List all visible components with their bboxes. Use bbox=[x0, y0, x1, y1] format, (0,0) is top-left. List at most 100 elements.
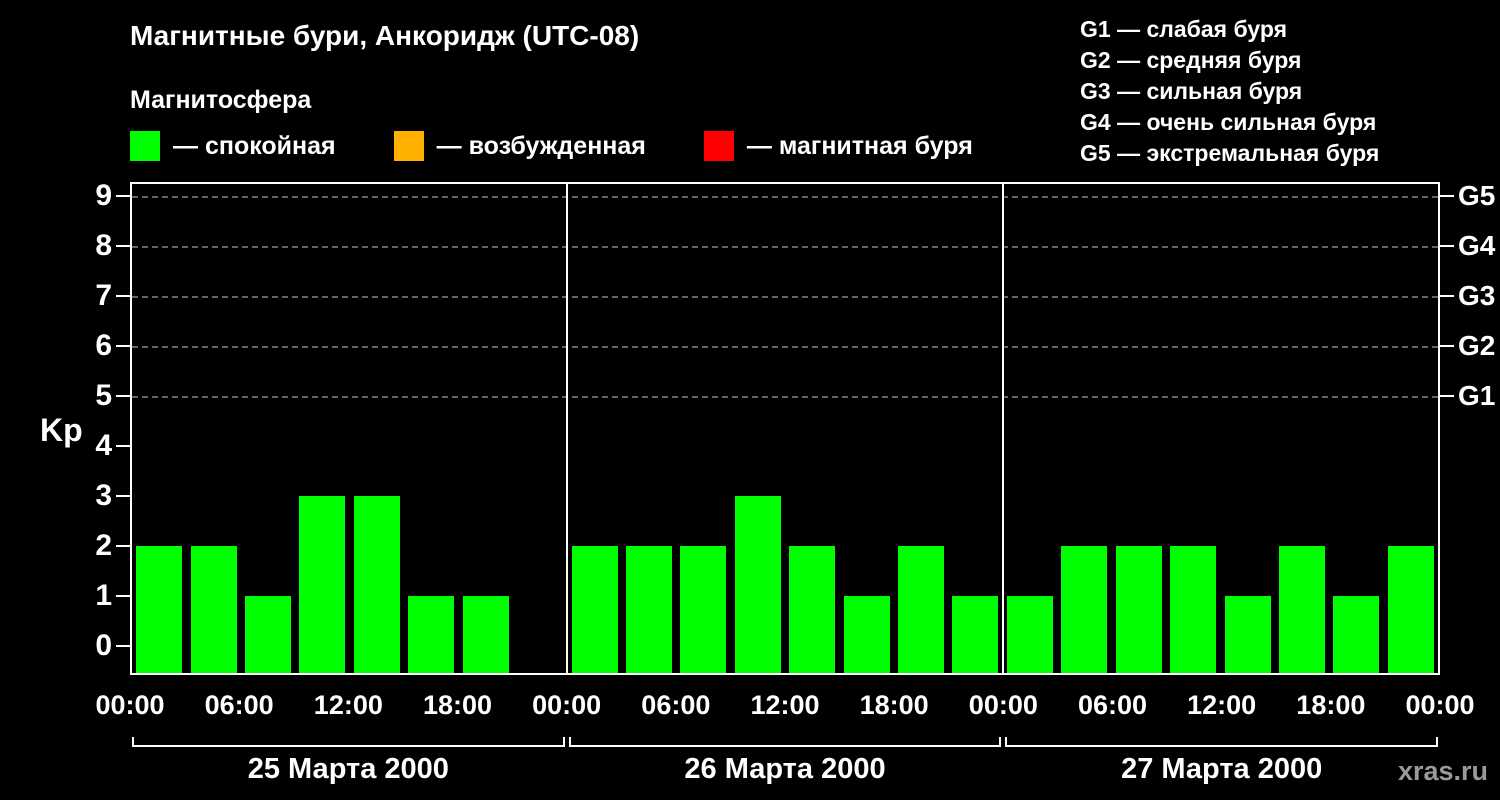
g-level-label: G3 bbox=[1458, 280, 1496, 311]
y-axis-tick bbox=[116, 245, 130, 247]
g-level-label: G2 bbox=[1458, 330, 1496, 361]
y-axis-tick bbox=[116, 445, 130, 447]
y-tick-label: 9 bbox=[95, 179, 112, 212]
kp-bar bbox=[898, 546, 945, 673]
storm-scale-g2: G2 — средняя буря bbox=[1080, 47, 1302, 73]
time-label: 00:00 bbox=[95, 690, 165, 720]
gridline-kp-6 bbox=[132, 346, 1438, 348]
legend-label-excited: — возбужденная bbox=[436, 131, 646, 160]
date-label: 27 Марта 2000 bbox=[1121, 753, 1323, 785]
gridline-kp-7 bbox=[132, 296, 1438, 298]
legend-label-quiet: — спокойная bbox=[173, 131, 336, 160]
g-axis-tick bbox=[1440, 195, 1454, 197]
g-axis-tick bbox=[1440, 295, 1454, 297]
time-label: 18:00 bbox=[422, 690, 493, 720]
y-axis-tick bbox=[116, 545, 130, 547]
kp-bar bbox=[1387, 546, 1434, 673]
y-axis-tick bbox=[116, 645, 130, 647]
date-bracket bbox=[1005, 737, 1438, 747]
g-level-label: G1 bbox=[1458, 380, 1496, 411]
gridline-kp-9 bbox=[132, 196, 1438, 198]
y-axis-tick bbox=[116, 595, 130, 597]
excited-swatch-icon bbox=[393, 131, 424, 161]
kp-bar bbox=[680, 546, 727, 673]
date-bracket bbox=[568, 737, 1002, 747]
y-tick-label: 5 bbox=[95, 379, 112, 412]
chart-subtitle: Магнитосфера bbox=[130, 86, 312, 114]
y-axis-tick bbox=[116, 295, 130, 297]
legend-item-storm: — магнитная буря bbox=[703, 131, 973, 161]
storm-scale-g5: G5 — экстремальная буря bbox=[1080, 140, 1380, 166]
g-level-label: G4 bbox=[1458, 230, 1496, 261]
kp-bar bbox=[1333, 596, 1380, 673]
kp-bar bbox=[952, 596, 999, 673]
g-axis-tick bbox=[1440, 395, 1454, 397]
legend-item-excited: — возбужденная bbox=[393, 131, 646, 161]
y-tick-label: 8 bbox=[95, 229, 112, 262]
date-label: 25 Марта 2000 bbox=[247, 753, 449, 785]
y-axis-tick bbox=[116, 345, 130, 347]
kp-bar bbox=[353, 496, 400, 673]
kp-bar bbox=[843, 596, 890, 673]
time-label: 00:00 bbox=[532, 690, 602, 720]
kp-bar bbox=[1170, 546, 1217, 673]
gridline-kp-5 bbox=[132, 396, 1438, 398]
y-axis-tick bbox=[116, 495, 130, 497]
kp-bar bbox=[136, 546, 183, 673]
storm-scale-g1: G1 — слабая буря bbox=[1080, 16, 1288, 42]
kp-bar bbox=[734, 496, 781, 673]
storm-scale-g3: G3 — сильная буря bbox=[1080, 78, 1303, 104]
kp-bar bbox=[245, 596, 292, 673]
time-label: 12:00 bbox=[1187, 690, 1257, 720]
day-divider bbox=[566, 184, 569, 673]
date-label: 26 Марта 2000 bbox=[684, 753, 886, 785]
y-tick-label: 0 bbox=[95, 629, 112, 662]
storm-scale-legend: G1 — слабая буря G2 — средняя буря G3 — … bbox=[1080, 14, 1379, 169]
y-tick-label: 2 bbox=[95, 529, 112, 562]
time-label: 12:00 bbox=[313, 690, 383, 720]
date-bracket bbox=[132, 737, 565, 747]
quiet-swatch-icon bbox=[130, 131, 160, 161]
time-label: 00:00 bbox=[968, 690, 1038, 720]
time-label: 12:00 bbox=[750, 690, 820, 720]
y-tick-label: 6 bbox=[95, 329, 112, 362]
time-label: 18:00 bbox=[859, 690, 929, 720]
kp-bar bbox=[571, 546, 618, 673]
g-level-label: G5 bbox=[1458, 180, 1496, 211]
legend-item-quiet: — спокойная bbox=[130, 131, 336, 161]
chart-title: Магнитные бури, Анкоридж (UTC-08) bbox=[130, 20, 640, 51]
gridline-kp-8 bbox=[132, 246, 1438, 248]
kp-bar bbox=[625, 546, 672, 673]
y-tick-label: 7 bbox=[95, 279, 112, 312]
watermark: xras.ru bbox=[1397, 756, 1488, 786]
g-axis-tick bbox=[1440, 345, 1454, 347]
magnetosphere-legend: — спокойная — возбужденная — магнитная б… bbox=[130, 131, 973, 161]
storm-scale-g4: G4 — очень сильная буря bbox=[1080, 109, 1377, 135]
y-tick-label: 3 bbox=[95, 479, 112, 512]
kp-bar bbox=[408, 596, 455, 673]
kp-bar bbox=[1061, 546, 1108, 673]
y-tick-label: 4 bbox=[95, 429, 112, 462]
storm-swatch-icon bbox=[703, 131, 734, 161]
time-label: 06:00 bbox=[204, 690, 274, 720]
kp-bar bbox=[1006, 596, 1053, 673]
y-axis-label: Kp bbox=[40, 412, 83, 448]
kp-bar bbox=[1224, 596, 1271, 673]
kp-bar bbox=[299, 496, 346, 673]
kp-bar bbox=[190, 546, 237, 673]
day-divider bbox=[1001, 184, 1004, 673]
y-axis-tick bbox=[116, 395, 130, 397]
legend-label-storm: — магнитная буря bbox=[746, 131, 973, 160]
plot-area bbox=[130, 182, 1440, 675]
g-axis-tick bbox=[1440, 245, 1454, 247]
time-label: 18:00 bbox=[1296, 690, 1366, 720]
kp-bar bbox=[1278, 546, 1325, 673]
time-label: 06:00 bbox=[641, 690, 711, 720]
kp-bar bbox=[1115, 546, 1162, 673]
y-tick-label: 1 bbox=[95, 579, 112, 612]
time-label: 06:00 bbox=[1077, 690, 1148, 720]
kp-bar bbox=[462, 596, 509, 673]
kp-bar bbox=[789, 546, 836, 673]
time-label: 00:00 bbox=[1405, 690, 1475, 720]
